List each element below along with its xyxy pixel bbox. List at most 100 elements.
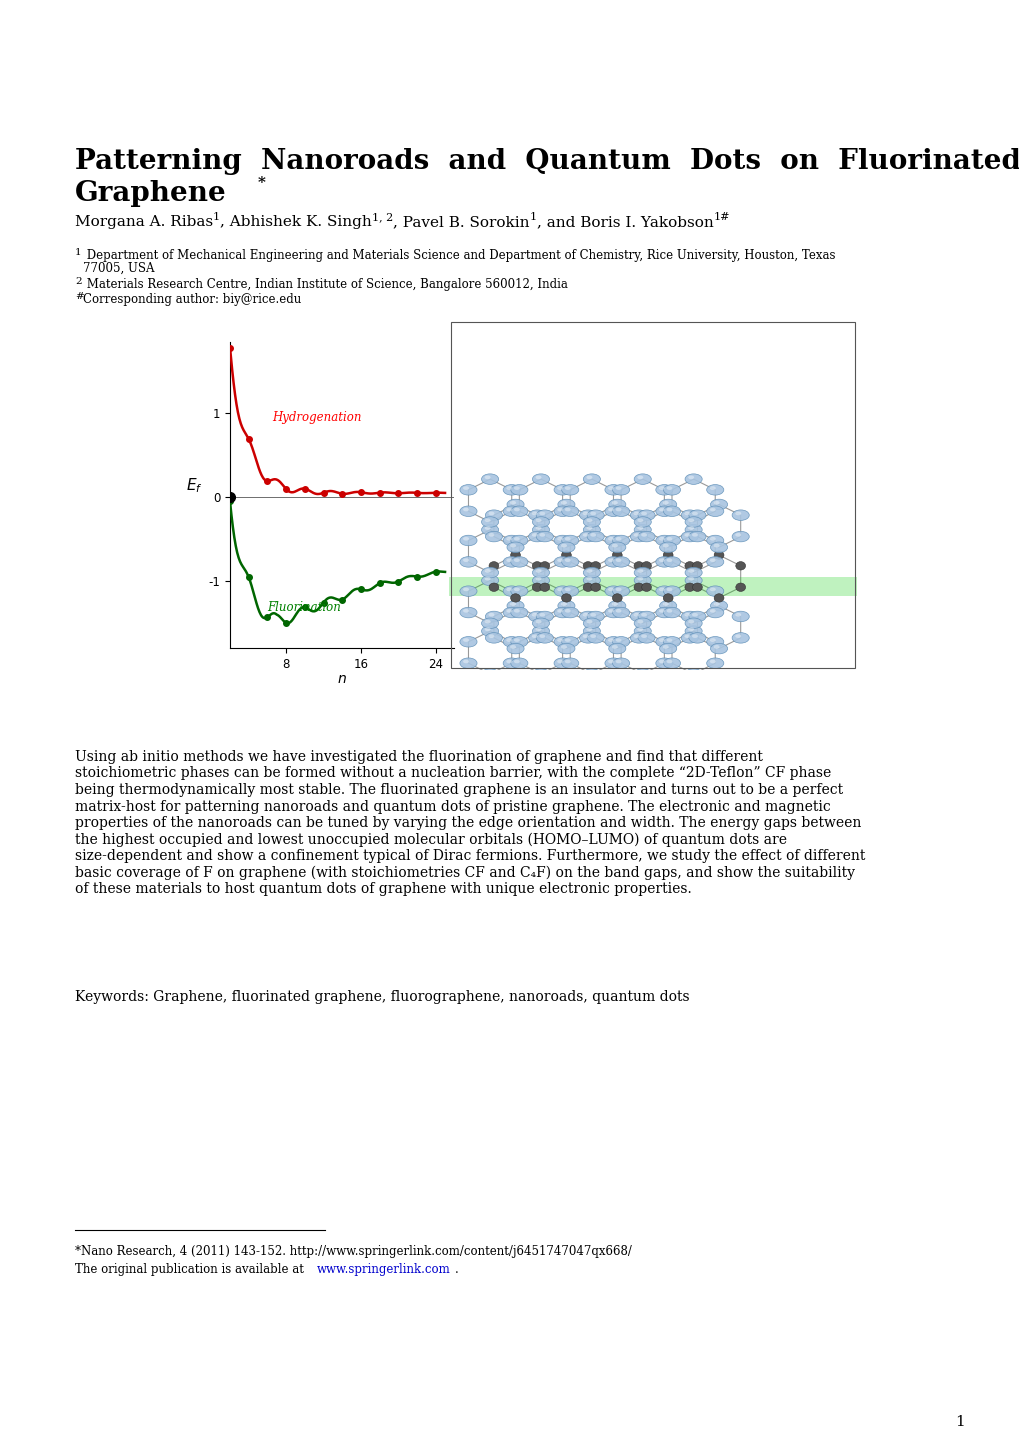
Ellipse shape [607,558,613,561]
Ellipse shape [536,509,553,521]
Ellipse shape [481,473,498,485]
Ellipse shape [612,658,629,668]
Ellipse shape [735,532,741,537]
Ellipse shape [565,638,571,642]
Ellipse shape [658,659,664,664]
Ellipse shape [502,658,520,668]
Text: basic coverage of F on graphene (with stoichiometries CF and C₄F) on the band ga: basic coverage of F on graphene (with st… [75,866,854,880]
Ellipse shape [685,626,701,636]
Ellipse shape [531,635,537,638]
Ellipse shape [514,508,520,511]
Ellipse shape [630,632,647,644]
Ellipse shape [532,626,549,636]
Ellipse shape [514,638,520,642]
Ellipse shape [485,531,502,541]
Ellipse shape [579,509,596,521]
Ellipse shape [655,586,673,596]
Circle shape [735,583,745,592]
Ellipse shape [528,632,545,644]
Ellipse shape [691,512,697,515]
Ellipse shape [565,537,571,541]
Ellipse shape [684,532,690,537]
Circle shape [561,551,571,560]
Ellipse shape [637,518,643,522]
Ellipse shape [615,609,621,613]
Ellipse shape [611,501,618,505]
Circle shape [590,561,600,570]
Ellipse shape [463,587,469,592]
Ellipse shape [658,508,664,511]
Ellipse shape [630,612,647,622]
Ellipse shape [634,618,651,629]
Ellipse shape [665,638,672,642]
Text: Keywords: Graphene, fluorinated graphene, fluorographene, nanoroads, quantum dot: Keywords: Graphene, fluorinated graphene… [75,990,689,1004]
Text: 1, 2: 1, 2 [372,212,393,222]
Ellipse shape [634,473,651,485]
Ellipse shape [561,658,578,668]
Ellipse shape [706,586,723,596]
Ellipse shape [587,509,603,521]
Ellipse shape [502,636,520,646]
Ellipse shape [506,499,524,509]
Ellipse shape [460,557,477,567]
Ellipse shape [709,537,715,541]
Ellipse shape [612,636,629,646]
Ellipse shape [583,567,600,577]
Ellipse shape [536,612,553,622]
Text: Using ab initio methods we have investigated the fluorination of graphene and fi: Using ab initio methods we have investig… [75,750,762,763]
Ellipse shape [608,499,626,509]
Ellipse shape [688,628,694,631]
Ellipse shape [688,531,705,541]
Text: *: * [258,176,266,190]
Ellipse shape [590,532,596,537]
Ellipse shape [484,518,490,522]
Text: 1#: 1# [713,212,730,222]
Ellipse shape [535,628,541,631]
Ellipse shape [662,485,680,495]
Ellipse shape [604,658,622,668]
Circle shape [532,561,541,570]
Ellipse shape [713,602,719,606]
Ellipse shape [685,668,701,680]
Text: The original publication is available at: The original publication is available at [75,1263,308,1276]
Circle shape [590,583,600,592]
Ellipse shape [502,557,520,567]
Ellipse shape [662,602,668,606]
Ellipse shape [659,499,676,509]
Ellipse shape [604,586,622,596]
Ellipse shape [658,486,664,491]
Ellipse shape [615,558,621,561]
Ellipse shape [637,671,643,674]
Ellipse shape [615,638,621,642]
Ellipse shape [511,557,528,567]
Ellipse shape [662,506,680,517]
Ellipse shape [488,512,494,515]
Ellipse shape [463,638,469,642]
Ellipse shape [659,543,676,553]
Ellipse shape [713,544,719,547]
Ellipse shape [511,608,528,618]
Ellipse shape [684,635,690,638]
Ellipse shape [633,512,639,515]
Ellipse shape [535,476,541,479]
Ellipse shape [582,613,588,616]
Circle shape [561,593,571,602]
Ellipse shape [532,567,549,577]
Ellipse shape [510,602,516,606]
Text: 2: 2 [75,277,82,286]
Ellipse shape [706,506,723,517]
Ellipse shape [706,658,723,668]
Ellipse shape [662,608,680,618]
Ellipse shape [658,609,664,613]
Ellipse shape [611,544,618,547]
Ellipse shape [557,543,575,553]
Text: Fluorination: Fluorination [267,600,341,613]
Ellipse shape [612,535,629,545]
Ellipse shape [460,658,477,668]
Ellipse shape [583,618,600,629]
Ellipse shape [655,535,673,545]
Ellipse shape [463,486,469,491]
Ellipse shape [484,476,490,479]
Ellipse shape [565,558,571,561]
Ellipse shape [463,659,469,664]
